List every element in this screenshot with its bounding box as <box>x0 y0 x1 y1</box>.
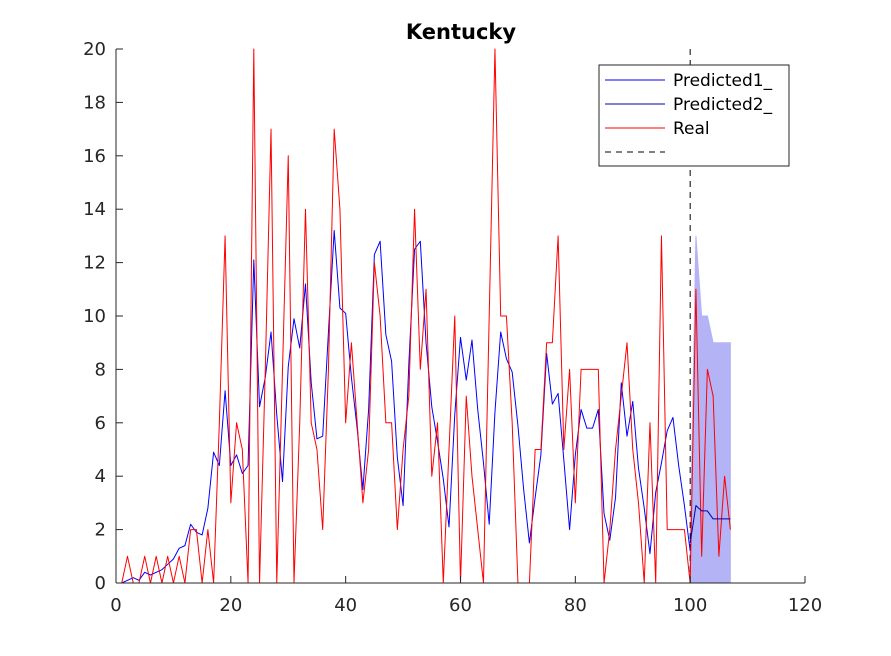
x-tick-label: 0 <box>110 595 121 616</box>
series-line-predicted1 <box>121 230 691 584</box>
y-tick-label: 4 <box>95 466 106 487</box>
legend-label: Real <box>673 119 710 139</box>
y-tick-label: 16 <box>83 146 106 167</box>
y-axis: 0 2 4 6 8 10 12 14 16 18 20 <box>83 39 123 594</box>
series-line-predicted2 <box>689 505 731 544</box>
legend-box <box>598 64 790 167</box>
y-tick-label: 0 <box>95 573 106 594</box>
y-tick-label: 2 <box>95 520 106 541</box>
y-tick-label: 10 <box>83 306 106 327</box>
x-tick-label: 40 <box>334 595 357 616</box>
y-tick-label: 20 <box>83 39 106 60</box>
x-tick-label: 20 <box>219 595 242 616</box>
series-line-real <box>121 48 731 584</box>
legend: Predicted1_ Predicted2_ Real <box>598 64 790 167</box>
chart-title: Kentucky <box>406 20 516 44</box>
x-tick-label: 100 <box>673 595 707 616</box>
y-tick-label: 8 <box>95 359 106 380</box>
legend-label: Predicted2_ <box>673 95 773 115</box>
x-tick-label: 80 <box>564 595 587 616</box>
y-tick-label: 18 <box>83 92 106 113</box>
x-tick-label: 120 <box>788 595 822 616</box>
x-tick-label: 60 <box>449 595 472 616</box>
x-axis: 0 20 40 60 80 100 120 <box>110 576 822 616</box>
y-tick-label: 12 <box>83 253 106 274</box>
y-tick-label: 14 <box>83 199 106 220</box>
y-tick-label: 6 <box>95 413 106 434</box>
legend-label: Predicted1_ <box>673 71 773 91</box>
